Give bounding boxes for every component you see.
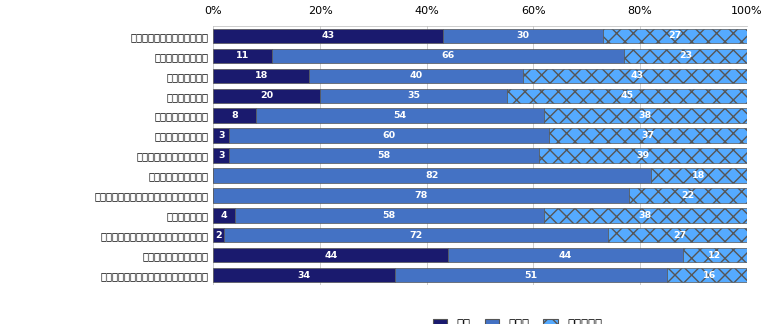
- Bar: [213, 29, 443, 43]
- Text: 16: 16: [703, 271, 716, 280]
- Bar: [224, 228, 608, 242]
- Bar: [256, 109, 544, 123]
- Text: 60: 60: [383, 131, 396, 140]
- Text: 4: 4: [221, 211, 227, 220]
- Text: 8: 8: [232, 111, 238, 120]
- Bar: [320, 88, 507, 103]
- Text: 3: 3: [218, 151, 225, 160]
- Text: 58: 58: [377, 151, 391, 160]
- Text: 38: 38: [639, 111, 652, 120]
- Text: 38: 38: [639, 211, 652, 220]
- Bar: [213, 88, 320, 103]
- Bar: [544, 208, 747, 223]
- Bar: [683, 248, 747, 262]
- Text: 18: 18: [692, 171, 706, 180]
- Text: 72: 72: [409, 231, 423, 240]
- Text: 30: 30: [516, 31, 530, 40]
- Bar: [213, 109, 256, 123]
- Bar: [229, 148, 539, 163]
- Bar: [309, 69, 523, 83]
- Bar: [608, 228, 752, 242]
- Text: 34: 34: [297, 271, 311, 280]
- Bar: [395, 268, 667, 282]
- Text: 39: 39: [636, 151, 649, 160]
- Text: 22: 22: [681, 191, 695, 200]
- Text: 51: 51: [524, 271, 537, 280]
- Text: 27: 27: [668, 31, 681, 40]
- Bar: [213, 49, 272, 63]
- Text: 43: 43: [322, 31, 335, 40]
- Bar: [213, 168, 651, 183]
- Text: 66: 66: [441, 51, 455, 60]
- Text: 82: 82: [425, 171, 439, 180]
- Text: 78: 78: [415, 191, 428, 200]
- Text: 11: 11: [236, 51, 249, 60]
- Bar: [213, 128, 229, 143]
- Text: 45: 45: [620, 91, 633, 100]
- Text: 2: 2: [216, 231, 222, 240]
- Bar: [213, 208, 235, 223]
- Text: 12: 12: [708, 251, 722, 260]
- Bar: [667, 268, 752, 282]
- Bar: [229, 128, 549, 143]
- Text: 58: 58: [383, 211, 396, 220]
- Text: 44: 44: [559, 251, 572, 260]
- Bar: [213, 248, 448, 262]
- Bar: [448, 248, 683, 262]
- Text: 54: 54: [393, 111, 407, 120]
- Bar: [272, 49, 624, 63]
- Bar: [523, 69, 752, 83]
- Bar: [213, 228, 224, 242]
- Bar: [213, 268, 395, 282]
- Bar: [629, 188, 747, 202]
- Text: 3: 3: [218, 131, 225, 140]
- Bar: [235, 208, 544, 223]
- Bar: [624, 49, 747, 63]
- Bar: [213, 188, 629, 202]
- Text: 44: 44: [324, 251, 338, 260]
- Bar: [549, 128, 747, 143]
- Text: 43: 43: [631, 71, 644, 80]
- Bar: [213, 69, 309, 83]
- Text: 35: 35: [407, 91, 420, 100]
- Bar: [443, 29, 603, 43]
- Text: 18: 18: [255, 71, 268, 80]
- Bar: [651, 168, 747, 183]
- Text: 20: 20: [260, 91, 274, 100]
- Bar: [603, 29, 747, 43]
- Text: 27: 27: [674, 231, 687, 240]
- Legend: はい, いいえ, わからない: はい, いいえ, わからない: [433, 318, 602, 324]
- Text: 23: 23: [679, 51, 692, 60]
- Bar: [213, 148, 229, 163]
- Text: 37: 37: [642, 131, 655, 140]
- Bar: [544, 109, 747, 123]
- Bar: [539, 148, 747, 163]
- Text: 40: 40: [409, 71, 423, 80]
- Bar: [507, 88, 747, 103]
